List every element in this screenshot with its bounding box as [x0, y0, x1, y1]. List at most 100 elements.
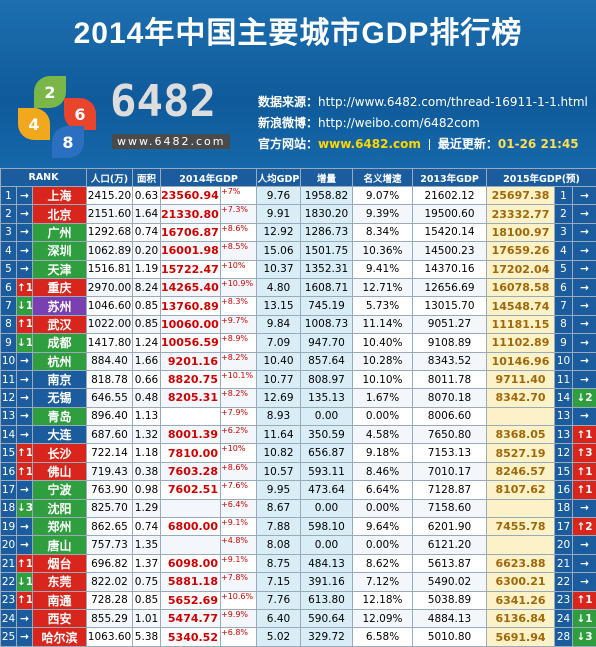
gdp-2014: 8001.39: [160, 425, 221, 445]
growth: +9.9%: [220, 608, 257, 629]
area: 0.74: [132, 517, 161, 537]
rank-change: →: [16, 388, 33, 408]
area: 0.48: [132, 388, 161, 408]
rank-change-2015: →: [571, 204, 596, 224]
gdp-per-capita: 9.76: [256, 185, 301, 206]
rank-2015: 24: [554, 608, 573, 629]
gdp-2015: 5691.94: [486, 627, 555, 647]
city: 郑州: [32, 517, 87, 537]
nominal-growth: 12.18%: [352, 590, 413, 610]
gdp-2014: 5340.52: [160, 627, 221, 647]
gdp-per-capita: 8.75: [256, 553, 301, 574]
logo-petal: 4: [18, 108, 50, 140]
table-row: 17 → 宁波 763.90 0.98 7602.51 +7.6% 9.95 473.64 6.6…: [0, 480, 596, 500]
area: 0.98: [132, 480, 161, 500]
rank-change: →: [16, 241, 33, 261]
population: 1063.60: [86, 627, 133, 647]
growth: +7%: [220, 185, 257, 206]
rank-change-2015: →: [571, 535, 596, 555]
table-row: 4 → 深圳 1062.89 0.20 16001.98 +8.5% 15.06 1501.75…: [0, 241, 596, 261]
rank-change-2015: ↑1: [571, 461, 596, 482]
gdp-2013: 14370.16: [412, 259, 487, 279]
table-body: 1 → 上海 2415.20 0.63 23560.94 +7% 9.76 1958.82 9.0…: [0, 185, 596, 647]
increment: 598.10: [300, 517, 353, 537]
increment: 391.16: [300, 572, 353, 592]
gdp-2014: 6098.00: [160, 553, 221, 574]
gdp-2014: [160, 535, 221, 555]
rank-change-2015: →: [571, 222, 596, 243]
logo-petal: 8: [52, 126, 84, 158]
nominal-growth: 10.36%: [352, 241, 413, 261]
area: 1.29: [132, 498, 161, 519]
rank-change-2015: ↓3: [571, 627, 596, 647]
nominal-growth: 10.10%: [352, 369, 413, 390]
gdp-2013: 5490.02: [412, 572, 487, 592]
table-row: 25 → 哈尔滨 1063.60 5.38 5340.52 +6.8% 5.02 329.72 6…: [0, 627, 596, 647]
rank-change-2015: ↑2: [571, 517, 596, 537]
rank-change: →: [16, 425, 33, 445]
city: 西安: [32, 608, 87, 629]
rank-change: ↑1: [16, 277, 33, 298]
increment: 613.80: [300, 590, 353, 610]
table-row: 15 ↑1 长沙 722.14 1.18 7810.00 +10% 10.82 656.87 9.…: [0, 443, 596, 463]
rank-2015: 16: [554, 480, 573, 500]
rank-2015: 18: [554, 498, 573, 519]
increment: 1352.31: [300, 259, 353, 279]
info-value: http://weibo.com/6482com: [318, 116, 480, 130]
population: 1417.80: [86, 333, 133, 353]
nominal-growth: 8.46%: [352, 461, 413, 482]
area: 1.64: [132, 204, 161, 224]
info-line: 官方网站：www.6482.com 最近更新：01-26 21:45: [258, 134, 588, 155]
rank-change: →: [16, 608, 33, 629]
rank-2015: 14: [554, 388, 573, 408]
city: 烟台: [32, 553, 87, 574]
logo-petal: 6: [64, 98, 96, 130]
increment: 1608.71: [300, 277, 353, 298]
nominal-growth: 0.00%: [352, 498, 413, 519]
gdp-per-capita: 11.64: [256, 425, 301, 445]
gdp-2014: 14265.40: [160, 277, 221, 298]
population: 719.43: [86, 461, 133, 482]
rank: 10: [0, 351, 17, 371]
gdp-2013: 21602.12: [412, 185, 487, 206]
area: 0.75: [132, 572, 161, 592]
area: 1.66: [132, 351, 161, 371]
rank-change: ↑1: [16, 443, 33, 463]
area: 0.85: [132, 296, 161, 316]
nominal-growth: 6.58%: [352, 627, 413, 647]
city: 广州: [32, 222, 87, 243]
population: 2151.60: [86, 204, 133, 224]
nominal-growth: 7.12%: [352, 572, 413, 592]
nominal-growth: 9.39%: [352, 204, 413, 224]
population: 646.55: [86, 388, 133, 408]
increment: 135.13: [300, 388, 353, 408]
area: 8.24: [132, 277, 161, 298]
gdp-per-capita: 9.95: [256, 480, 301, 500]
rank-change: →: [16, 517, 33, 537]
gdp-2015: 8246.57: [486, 461, 555, 482]
population: 825.70: [86, 498, 133, 519]
growth: +8.6%: [220, 461, 257, 482]
rank-change: ↓1: [16, 572, 33, 592]
rank-change-2015: →: [571, 572, 596, 592]
population: 884.40: [86, 351, 133, 371]
gdp-2014: 23560.94: [160, 185, 221, 206]
gdp-per-capita: 13.15: [256, 296, 301, 316]
area: 1.13: [132, 406, 161, 427]
population: 822.02: [86, 572, 133, 592]
rank-2015: 8: [554, 314, 573, 335]
rank-2015: 11: [554, 369, 573, 390]
city: 大连: [32, 425, 87, 445]
nominal-growth: 10.28%: [352, 351, 413, 371]
gdp-per-capita: 10.77: [256, 369, 301, 390]
rank-change: →: [16, 535, 33, 555]
growth: +6.4%: [220, 498, 257, 519]
rank-change: ↑1: [16, 461, 33, 482]
city: 杭州: [32, 351, 87, 371]
rank: 13: [0, 406, 17, 427]
rank: 6: [0, 277, 17, 298]
population: 855.29: [86, 608, 133, 629]
gdp-2015: 17659.26: [486, 241, 555, 261]
rank-change: ↑1: [16, 590, 33, 610]
info-label: 官方网站：: [258, 137, 319, 151]
